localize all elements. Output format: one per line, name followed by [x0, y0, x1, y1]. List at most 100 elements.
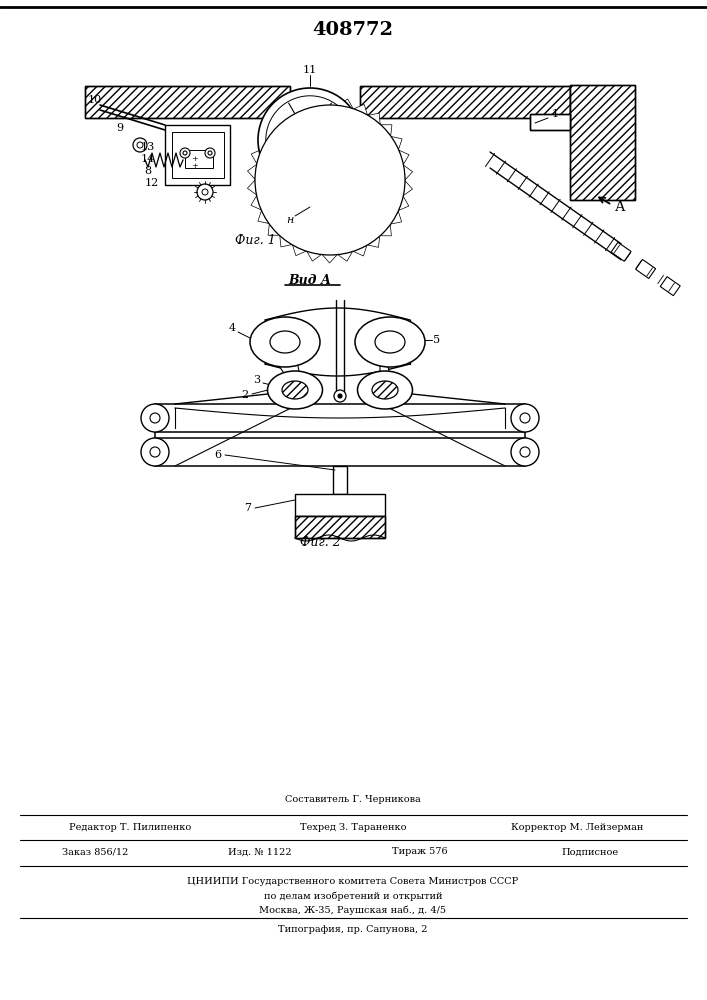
Polygon shape — [293, 245, 306, 256]
Polygon shape — [391, 211, 402, 224]
Polygon shape — [307, 251, 322, 261]
Bar — [360, 86, 570, 118]
Circle shape — [266, 96, 354, 184]
Bar — [570, 85, 635, 200]
Text: Подписное: Подписное — [561, 848, 619, 856]
Text: 408772: 408772 — [312, 21, 394, 39]
Bar — [185, 150, 213, 168]
Ellipse shape — [282, 381, 308, 399]
Polygon shape — [258, 211, 269, 224]
Ellipse shape — [358, 371, 412, 409]
Circle shape — [208, 151, 212, 155]
Polygon shape — [368, 113, 380, 124]
Polygon shape — [251, 149, 262, 164]
Circle shape — [137, 142, 143, 148]
Polygon shape — [339, 99, 354, 109]
Bar — [360, 86, 570, 118]
Circle shape — [520, 413, 530, 423]
Circle shape — [197, 184, 213, 200]
Polygon shape — [380, 125, 392, 136]
Circle shape — [141, 438, 169, 466]
Bar — [85, 86, 290, 118]
Polygon shape — [380, 352, 390, 382]
Text: 1: 1 — [551, 109, 559, 119]
Circle shape — [141, 404, 169, 432]
Text: Изд. № 1122: Изд. № 1122 — [228, 848, 292, 856]
Text: 3: 3 — [253, 375, 261, 385]
Polygon shape — [354, 245, 367, 256]
Polygon shape — [251, 196, 261, 210]
Bar — [295, 494, 385, 516]
Text: Вид А: Вид А — [288, 273, 332, 286]
Polygon shape — [354, 104, 368, 115]
Ellipse shape — [355, 317, 425, 367]
Polygon shape — [280, 236, 292, 247]
Text: ЦНИИПИ Государственного комитета Совета Министров СССР: ЦНИИПИ Государственного комитета Совета … — [187, 878, 519, 886]
Text: +: + — [192, 155, 199, 163]
Text: 8: 8 — [144, 166, 151, 176]
Bar — [155, 404, 525, 432]
Bar — [295, 516, 385, 538]
Text: 12: 12 — [145, 178, 159, 188]
Polygon shape — [380, 225, 392, 236]
Polygon shape — [323, 97, 338, 105]
Circle shape — [150, 447, 160, 457]
Bar — [295, 516, 385, 538]
Bar — [611, 242, 631, 261]
Circle shape — [202, 189, 208, 195]
Text: Редактор Т. Пилипенко: Редактор Т. Пилипенко — [69, 822, 191, 832]
Polygon shape — [293, 104, 307, 115]
Polygon shape — [275, 352, 300, 382]
Polygon shape — [391, 136, 402, 149]
Bar — [85, 86, 290, 118]
Bar — [636, 259, 655, 278]
Circle shape — [300, 130, 320, 150]
Circle shape — [338, 394, 342, 398]
Text: Тираж 576: Тираж 576 — [392, 848, 448, 856]
Text: Заказ 856/12: Заказ 856/12 — [62, 848, 128, 856]
Circle shape — [150, 413, 160, 423]
Text: Составитель Г. Черникова: Составитель Г. Черникова — [285, 796, 421, 804]
Circle shape — [520, 447, 530, 457]
Text: 7: 7 — [245, 503, 252, 513]
Circle shape — [183, 151, 187, 155]
Bar — [333, 466, 347, 494]
Text: А: А — [615, 200, 625, 214]
Polygon shape — [308, 99, 322, 108]
Ellipse shape — [267, 371, 322, 409]
Polygon shape — [247, 180, 257, 195]
Text: н: н — [286, 215, 293, 225]
Polygon shape — [268, 224, 279, 235]
Bar — [172, 132, 224, 178]
Text: Москва, Ж-35, Раушская наб., д. 4/5: Москва, Ж-35, Раушская наб., д. 4/5 — [259, 905, 447, 915]
Text: Типография, пр. Сапунова, 2: Типография, пр. Сапунова, 2 — [279, 926, 428, 934]
Text: 4: 4 — [228, 323, 235, 333]
Circle shape — [304, 134, 316, 146]
Bar — [570, 85, 635, 200]
Circle shape — [258, 88, 362, 192]
Bar — [155, 438, 525, 466]
Circle shape — [205, 148, 215, 158]
Text: Фиг. 1: Фиг. 1 — [235, 233, 275, 246]
Bar — [165, 125, 230, 185]
Ellipse shape — [372, 381, 398, 399]
Ellipse shape — [270, 331, 300, 353]
Polygon shape — [404, 181, 412, 196]
Text: +: + — [192, 162, 199, 170]
Text: по делам изобретений и открытий: по делам изобретений и открытий — [264, 891, 443, 901]
Circle shape — [133, 138, 147, 152]
Circle shape — [255, 105, 405, 255]
Circle shape — [511, 438, 539, 466]
Text: 11: 11 — [303, 65, 317, 75]
Text: 10: 10 — [88, 95, 102, 105]
Circle shape — [511, 404, 539, 432]
Ellipse shape — [375, 331, 405, 353]
Text: 9: 9 — [117, 123, 124, 133]
Bar — [530, 114, 570, 130]
Bar — [660, 277, 680, 296]
Text: 2: 2 — [241, 390, 249, 400]
Text: 6: 6 — [214, 450, 221, 460]
Polygon shape — [269, 124, 280, 135]
Polygon shape — [368, 236, 380, 247]
Text: 14: 14 — [141, 154, 155, 164]
